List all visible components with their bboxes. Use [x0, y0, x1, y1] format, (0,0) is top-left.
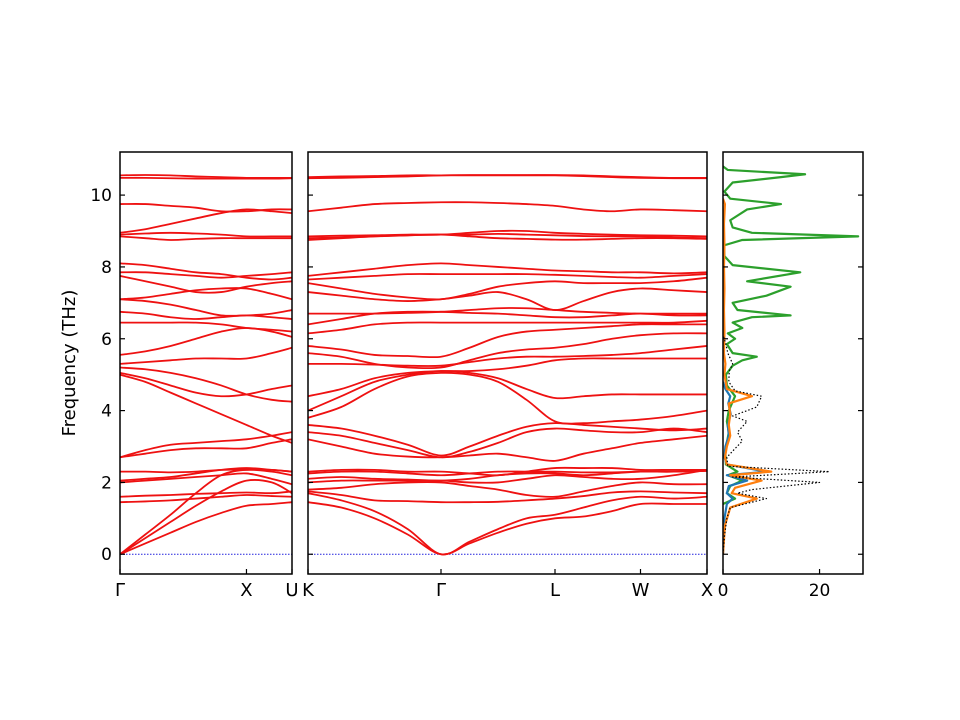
- x-tick-label-U: U: [285, 580, 298, 601]
- axes-frame: [307, 151, 708, 575]
- phonon-band-8: [120, 468, 292, 474]
- phonon-band-21: [308, 287, 707, 311]
- dos-curve-green: [723, 165, 860, 505]
- band-panel-left: 0 2 4 6 8 10 Γ X U: [90, 151, 299, 601]
- phonon-band-11: [120, 373, 292, 444]
- phonon-band-26: [308, 232, 707, 240]
- phonon-band-22: [120, 262, 292, 281]
- phonon-band-4: [308, 481, 707, 498]
- phonon-band-1: [120, 501, 292, 556]
- x-tick-label-Γ: Γ: [436, 580, 446, 601]
- y-tick-label: 6: [101, 330, 112, 350]
- y-tick-label: 4: [101, 402, 112, 422]
- phonon-band-14: [120, 346, 292, 365]
- phonon-band-10: [308, 427, 707, 459]
- phonon-band-28: [308, 201, 707, 213]
- x-tick-label-K: K: [302, 580, 315, 601]
- phonon-band-11: [308, 422, 707, 457]
- x-tick-label-Γ: Γ: [115, 580, 125, 601]
- phonon-band-6: [120, 472, 292, 486]
- x-tick-label-L: L: [550, 580, 560, 601]
- dos-panel: 0 20: [718, 151, 864, 601]
- x-tick-label-W: W: [632, 580, 650, 601]
- x-tick-label-X: X: [240, 580, 252, 601]
- phonon-band-7: [308, 470, 707, 477]
- axes-frame: [119, 151, 293, 575]
- phonon-band-24: [120, 231, 292, 238]
- phonon-band-18: [308, 319, 707, 335]
- phonon-band-3: [308, 490, 707, 504]
- dos-x-tick-label: 20: [809, 581, 831, 601]
- x-tick-label-X: X: [701, 580, 713, 601]
- phonon-band-28: [120, 174, 292, 179]
- phonon-band-20: [120, 275, 292, 294]
- phonon-band-13: [308, 370, 707, 412]
- y-axis-label-group: Frequency (THz): [59, 290, 80, 437]
- phonon-band-22: [308, 276, 707, 301]
- phonon-band-15: [120, 327, 292, 356]
- phonon-band-19: [120, 287, 292, 301]
- dos-curve-orange: [723, 198, 773, 555]
- dos-curve-total: [723, 334, 830, 555]
- phonon-band-5: [308, 468, 707, 484]
- y-tick-label: 2: [101, 473, 112, 493]
- phonon-band-27: [308, 229, 707, 238]
- phonon-band-18: [120, 298, 292, 317]
- phonon-band-9: [308, 434, 707, 462]
- phonon-band-1: [308, 501, 707, 556]
- phonon-band-17: [308, 323, 707, 359]
- phonon-band-24: [308, 262, 707, 277]
- phonon-band-4: [120, 490, 292, 498]
- axes-frame: [722, 151, 864, 575]
- phonon-band-23: [308, 273, 707, 281]
- phonon-band-16: [120, 321, 292, 333]
- phonon-band-12: [308, 371, 707, 425]
- y-tick-label: 0: [101, 545, 112, 565]
- phonon-band-16: [308, 332, 707, 370]
- phonon-band-5: [120, 468, 292, 556]
- y-tick-label: 8: [101, 258, 112, 278]
- phonon-band-9: [120, 438, 292, 459]
- phonon-band-26: [120, 203, 292, 213]
- phonon-band-13: [120, 366, 292, 403]
- phonon-band-2: [308, 492, 707, 556]
- phonon-band-21: [120, 271, 292, 279]
- phonon-band-10: [120, 431, 292, 459]
- phonon-band-12: [120, 371, 292, 398]
- phonon-band-8: [308, 466, 707, 477]
- phonon-band-23: [120, 235, 292, 241]
- phonon-band-20: [308, 307, 707, 315]
- phonon-band-30: [308, 174, 707, 179]
- dos-x-tick-label: 0: [718, 581, 729, 601]
- phonon-band-14: [308, 357, 707, 398]
- phonon-band-3: [120, 494, 292, 504]
- phonon-band-17: [120, 310, 292, 320]
- phonon-band-25: [120, 208, 292, 234]
- y-axis-label: Frequency (THz): [59, 290, 80, 437]
- y-tick-label: 10: [90, 186, 112, 206]
